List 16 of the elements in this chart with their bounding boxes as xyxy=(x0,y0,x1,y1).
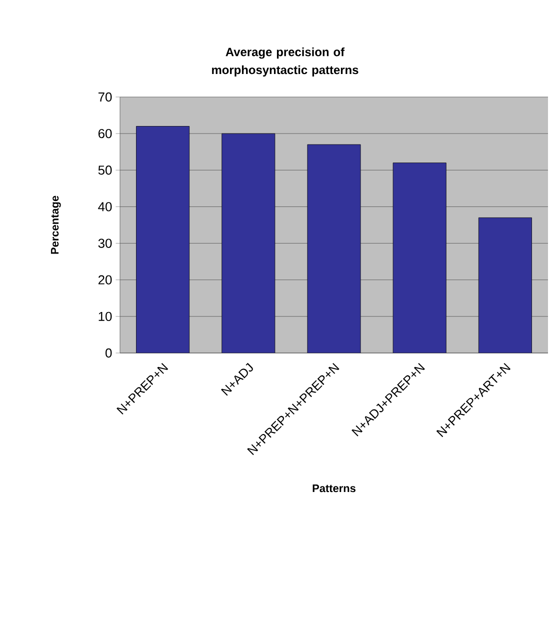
bar xyxy=(478,217,532,353)
y-axis-title: Percentage xyxy=(50,196,61,254)
bar xyxy=(307,144,361,353)
y-tick-label: 50 xyxy=(98,166,112,175)
bar xyxy=(136,126,190,353)
y-tick-label: 30 xyxy=(98,238,112,248)
bar xyxy=(222,133,276,353)
y-tick-label: 10 xyxy=(98,312,112,322)
y-tick-label: 70 xyxy=(98,92,112,102)
chart-title: Average precision of morphosyntactic patterns xyxy=(212,47,358,77)
y-tick-label: 40 xyxy=(98,202,112,212)
y-tick-label: 20 xyxy=(98,275,112,284)
bar xyxy=(392,162,446,353)
y-tick-label: 60 xyxy=(98,128,112,138)
y-tick-label: 0 xyxy=(106,348,112,358)
x-axis-title: Patterns xyxy=(312,484,356,492)
